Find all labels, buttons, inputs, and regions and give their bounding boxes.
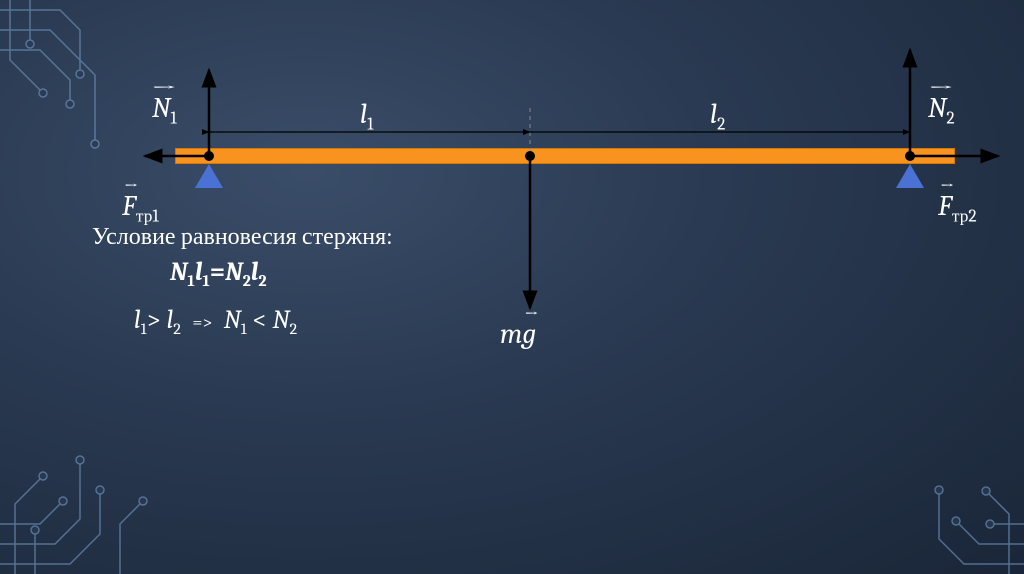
label-n1-sub: 1 bbox=[170, 109, 176, 129]
label-l2: l2 bbox=[710, 98, 725, 135]
label-mg-g: g bbox=[522, 318, 536, 350]
label-l2-sub: 2 bbox=[717, 115, 725, 135]
heading: Условие равновесия стержня: bbox=[92, 222, 512, 251]
label-f2: F тр2 bbox=[938, 190, 977, 227]
label-f1-sym: F bbox=[122, 190, 136, 222]
node-left bbox=[204, 151, 214, 161]
equilibrium-text: Условие равновесия стержня: N1l1=N2l2 l1… bbox=[92, 222, 512, 339]
diagram-stage: N1 N2 F тр1 F тр2 l1 l2 mg Условие равно… bbox=[0, 0, 1024, 574]
label-n2-sym: N bbox=[928, 92, 946, 124]
label-l1: l1 bbox=[360, 98, 373, 135]
label-l1-sub: 1 bbox=[367, 115, 373, 135]
label-n2: N2 bbox=[928, 92, 955, 129]
label-n1-sym: N bbox=[152, 92, 170, 124]
label-n1: N1 bbox=[152, 92, 177, 129]
label-f2-sym: F bbox=[938, 190, 952, 222]
label-n2-sub: 2 bbox=[946, 109, 954, 129]
node-center bbox=[525, 151, 535, 161]
label-f2-sub: тр2 bbox=[952, 207, 977, 227]
equation-1: N1l1=N2l2 bbox=[170, 257, 512, 291]
node-right bbox=[905, 151, 915, 161]
equation-2: l1> l2 => N1 < N2 bbox=[134, 305, 512, 339]
